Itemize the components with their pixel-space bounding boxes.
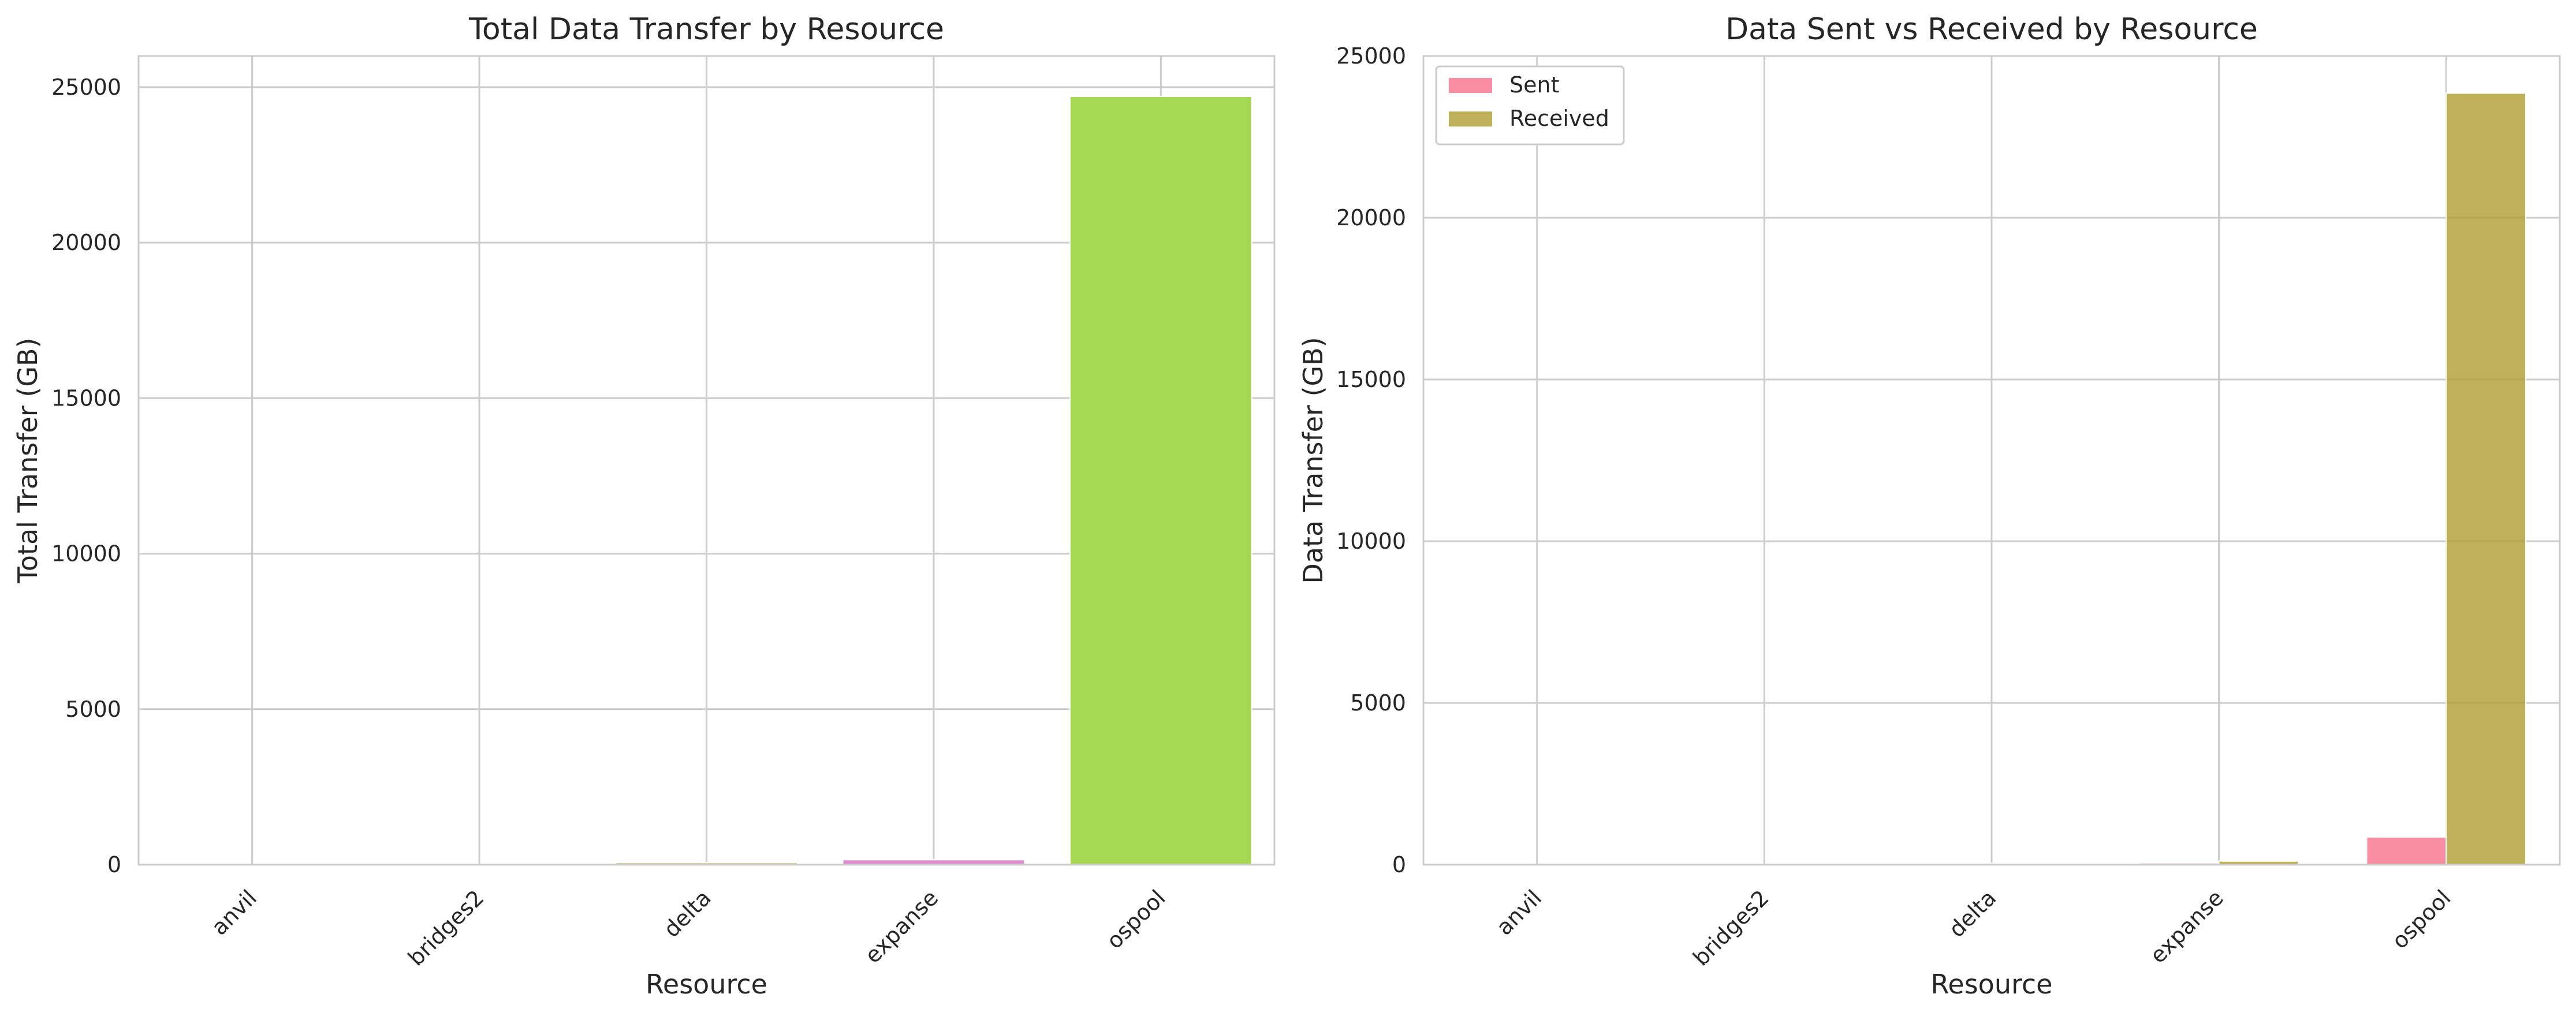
chart-title: Data Sent vs Received by Resource [1725, 12, 2258, 47]
legend-label-sent: Sent [1509, 72, 1559, 98]
legend-swatch-sent [1449, 78, 1492, 93]
x-tick-labels: anvil bridges2 delta expanse ospool [207, 885, 1170, 970]
x-tick-label: delta [659, 885, 716, 942]
grid [1423, 55, 2560, 866]
y-tick-label: 0 [1392, 852, 1406, 877]
y-tick-labels: 0 5000 10000 15000 20000 25000 [1336, 43, 1406, 877]
plot-frame [137, 55, 1276, 866]
plot-frame [1422, 55, 2561, 866]
x-tick-label: expanse [860, 885, 943, 968]
chart-panel-sent-vs-received: 0 5000 10000 15000 20000 25000 anvil bridges2 d… [1298, 12, 2561, 1000]
y-tick-label: 25000 [1336, 43, 1406, 69]
y-tick-label: 5000 [65, 697, 121, 722]
x-axis-label: Resource [646, 969, 767, 1000]
bar-received-ospool [2445, 92, 2526, 865]
y-axis-label: Data Transfer (GB) [1298, 337, 1329, 583]
x-tick-label: delta [1944, 885, 2001, 942]
y-tick-label: 15000 [51, 385, 121, 411]
x-tick-label: anvil [1492, 885, 1546, 940]
bar-ospool [1069, 96, 1252, 865]
chart-title: Total Data Transfer by Resource [468, 12, 944, 47]
bar-sent-ospool [2366, 836, 2447, 866]
chart-panel-total-transfer: 0 5000 10000 15000 20000 25000 anvil bridges2 d… [12, 12, 1276, 1000]
y-tick-labels: 0 5000 10000 15000 20000 25000 [51, 75, 121, 877]
y-tick-label: 10000 [51, 541, 121, 567]
y-tick-label: 20000 [51, 230, 121, 255]
y-tick-label: 5000 [1350, 690, 1406, 716]
y-tick-label: 20000 [1336, 205, 1406, 230]
x-axis-label: Resource [1931, 969, 2053, 1000]
legend-swatch-received [1449, 111, 1492, 126]
y-tick-label: 15000 [1336, 367, 1406, 392]
y-tick-label: 25000 [51, 75, 121, 100]
x-tick-label: expanse [2145, 885, 2228, 968]
y-tick-label: 0 [107, 852, 121, 877]
x-tick-label: ospool [2387, 885, 2456, 954]
x-tick-labels: anvil bridges2 delta expanse ospool [1492, 885, 2456, 970]
legend-label-received: Received [1509, 106, 1609, 131]
y-tick-label: 10000 [1336, 529, 1406, 554]
x-tick-label: anvil [207, 885, 262, 940]
y-axis-label: Total Transfer (GB) [12, 338, 43, 584]
legend: Sent Received [1435, 65, 1625, 146]
bars [1457, 92, 2526, 866]
x-tick-label: ospool [1102, 885, 1170, 954]
x-tick-label: bridges2 [403, 885, 489, 970]
x-tick-label: bridges2 [1688, 885, 1773, 970]
